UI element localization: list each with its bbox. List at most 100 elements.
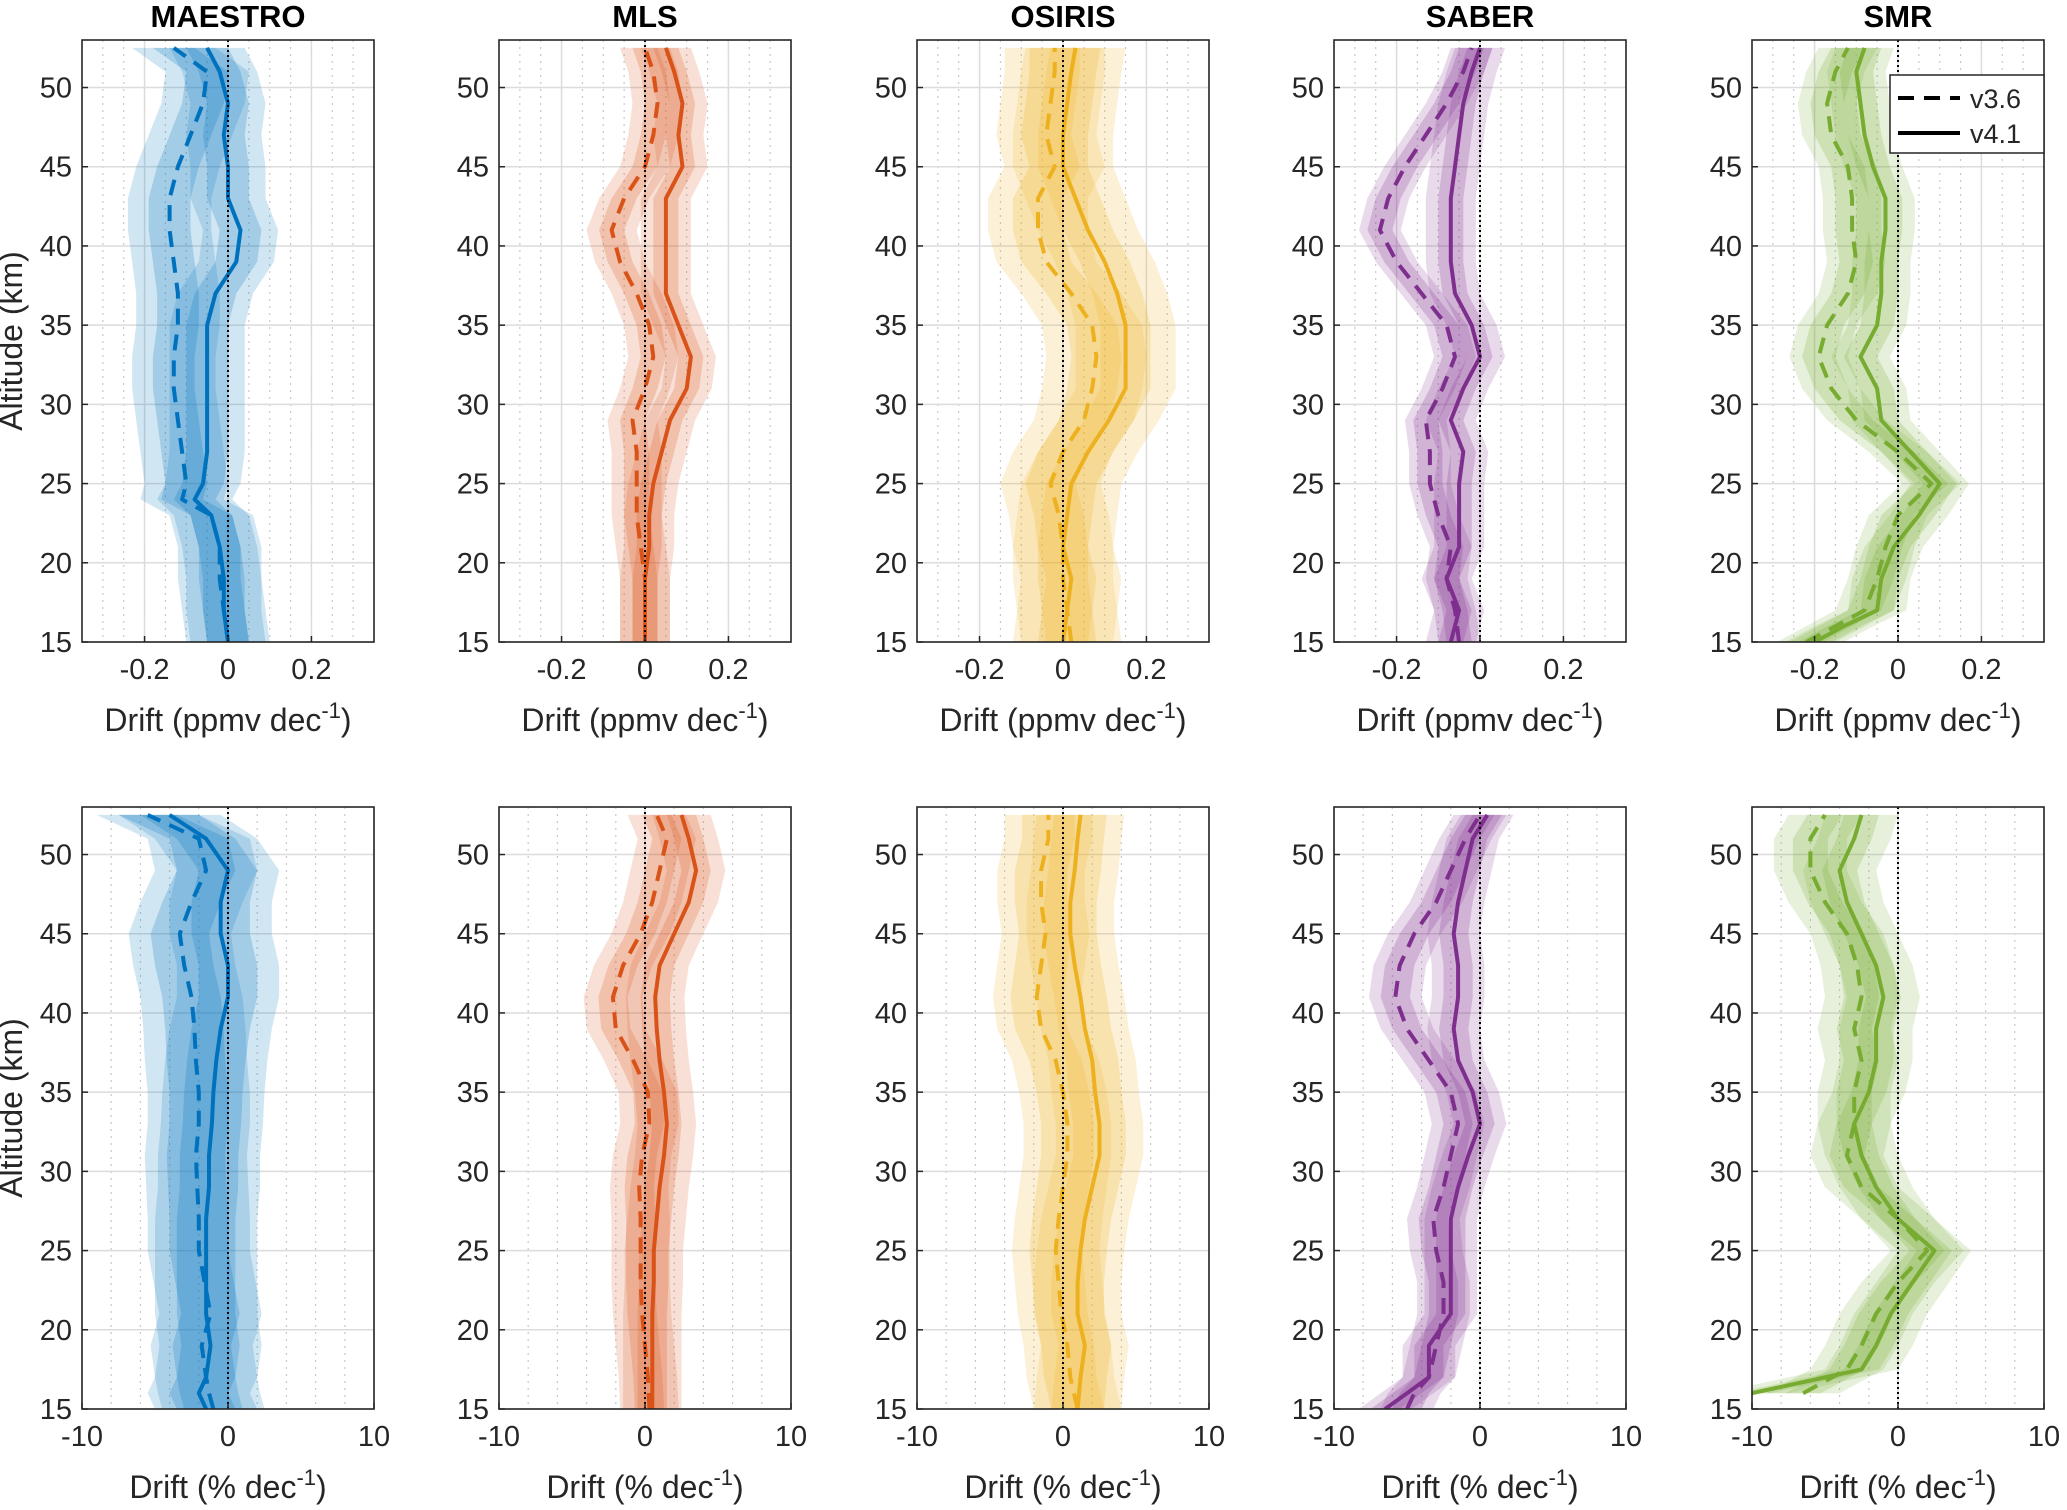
y-tick-label: 45	[875, 919, 907, 951]
y-tick-label: 20	[1710, 548, 1742, 580]
band-outer-v4.1	[620, 47, 716, 642]
y-tick-label: 45	[457, 152, 489, 184]
panel-title: SABER	[1426, 0, 1535, 34]
y-tick-label: 25	[457, 1236, 489, 1268]
y-tick-label: 15	[457, 1394, 489, 1426]
band-outer-v3.6	[127, 47, 270, 642]
x-tick-label: 0.2	[1126, 654, 1166, 686]
x-tick-label: 0.2	[708, 654, 748, 686]
y-tick-label: 40	[875, 231, 907, 263]
y-tick-label: 15	[40, 627, 72, 659]
band-outer-v3.6	[1369, 814, 1507, 1409]
x-tick-label: -10	[61, 1421, 103, 1453]
x-tick-label: -10	[896, 1421, 938, 1453]
series-line-v4.1	[643, 47, 693, 642]
panel-title: MAESTRO	[151, 0, 306, 34]
y-tick-label: 50	[40, 840, 72, 872]
series-line-v3.6	[1805, 46, 1934, 642]
band-outer-v4.1	[1358, 814, 1514, 1409]
y-tick-label: 30	[1710, 1156, 1742, 1188]
band-inner-v3.6	[1367, 47, 1485, 642]
y-tick-label: 25	[457, 469, 489, 501]
plot-area	[583, 814, 726, 1409]
legend-label: v3.6	[1970, 84, 2021, 114]
x-tick-label: -0.2	[1372, 654, 1422, 686]
y-tick-label: 30	[875, 1156, 907, 1188]
y-tick-label: 45	[457, 919, 489, 951]
y-tick-label: 40	[40, 998, 72, 1030]
y-tick-label: 30	[1292, 1156, 1324, 1188]
y-tick-label: 40	[457, 998, 489, 1030]
x-tick-label: -10	[478, 1421, 520, 1453]
series-line-v4.1	[1444, 47, 1482, 642]
y-tick-label: 45	[40, 919, 72, 951]
series-line-v3.6	[1036, 47, 1099, 642]
x-tick-label: 0	[1472, 1421, 1488, 1453]
plot-area	[96, 813, 280, 1409]
y-tick-label: 15	[1292, 1394, 1324, 1426]
x-tick-label: -0.2	[955, 654, 1005, 686]
y-tick-label: 45	[40, 152, 72, 184]
x-tick-label: 0	[1055, 654, 1071, 686]
x-tick-label: -0.2	[1790, 654, 1840, 686]
series-line-v4.1	[1068, 814, 1102, 1409]
band-inner-v4.1	[1752, 814, 1952, 1394]
y-tick-label: 50	[1710, 73, 1742, 105]
x-tick-label: 0	[1055, 1421, 1071, 1453]
y-tick-label: 45	[1710, 919, 1742, 951]
y-tick-label: 30	[40, 1156, 72, 1188]
y-tick-label: 35	[1292, 1077, 1324, 1109]
y-tick-label: 30	[457, 1156, 489, 1188]
band-inner-v3.6	[1380, 814, 1495, 1409]
y-axis-label: Altitude (km)	[0, 251, 29, 431]
x-axis-label: Drift (% dec-1)	[546, 1465, 743, 1505]
series-line-v4.1	[168, 813, 230, 1409]
y-tick-label: 20	[457, 1315, 489, 1347]
x-axis-label: Drift (ppmv dec-1)	[1774, 698, 2021, 738]
band-inner-v4.1	[1434, 47, 1493, 642]
x-tick-label: 10	[1193, 1421, 1225, 1453]
y-tick-label: 40	[1710, 998, 1742, 1030]
panel-maestro-ppmv: 15 20 25 30 35 40 45 50 -0.2 0 0.2 Drift (ppmv dec-…	[0, 0, 375, 738]
y-tick-label: 35	[875, 310, 907, 342]
y-tick-label: 25	[1710, 1236, 1742, 1268]
y-tick-label: 25	[40, 1236, 72, 1268]
plot-area	[1358, 813, 1514, 1409]
y-tick-label: 20	[1292, 548, 1324, 580]
y-tick-label: 40	[1292, 998, 1324, 1030]
y-tick-label: 25	[875, 1236, 907, 1268]
plot-area	[1752, 813, 1971, 1396]
y-tick-label: 50	[1710, 840, 1742, 872]
x-tick-label: -0.2	[120, 654, 170, 686]
y-tick-label: 15	[1710, 1394, 1742, 1426]
band-outer-v3.6	[586, 47, 683, 642]
band-outer-v4.1	[157, 47, 279, 642]
y-tick-label: 35	[457, 1077, 489, 1109]
y-tick-label: 50	[1292, 840, 1324, 872]
y-tick-label: 15	[457, 627, 489, 659]
series-line-v3.6	[146, 813, 216, 1409]
y-tick-label: 25	[1292, 1236, 1324, 1268]
x-tick-label: -10	[1313, 1421, 1355, 1453]
x-tick-label: 0	[1890, 1421, 1906, 1453]
y-tick-label: 30	[457, 389, 489, 421]
y-tick-label: 30	[1710, 389, 1742, 421]
band-inner-v4.1	[1370, 814, 1502, 1409]
x-tick-label: 10	[2028, 1421, 2060, 1453]
y-tick-label: 50	[875, 840, 907, 872]
y-tick-label: 40	[1292, 231, 1324, 263]
panel-maestro-percent: 15 20 25 30 35 40 45 50 -10 0 10 Drift (% dec-1) Alt…	[0, 806, 390, 1505]
y-tick-label: 50	[457, 73, 489, 105]
y-tick-label: 45	[1292, 152, 1324, 184]
y-tick-label: 30	[1292, 389, 1324, 421]
panel-smr-percent: 15 20 25 30 35 40 45 50 -10 0 10 Drift (% dec-1)	[1710, 806, 2060, 1505]
panel-title: SMR	[1864, 0, 1933, 34]
plot-area	[987, 47, 1176, 642]
y-tick-label: 40	[457, 231, 489, 263]
band-inner-v4.1	[637, 814, 711, 1409]
x-axis-label: Drift (% dec-1)	[1799, 1465, 1996, 1505]
band-inner-v4.1	[1044, 814, 1126, 1409]
y-tick-label: 25	[40, 469, 72, 501]
band-inner-v3.6	[118, 814, 243, 1409]
series-line-v3.6	[1034, 814, 1080, 1409]
